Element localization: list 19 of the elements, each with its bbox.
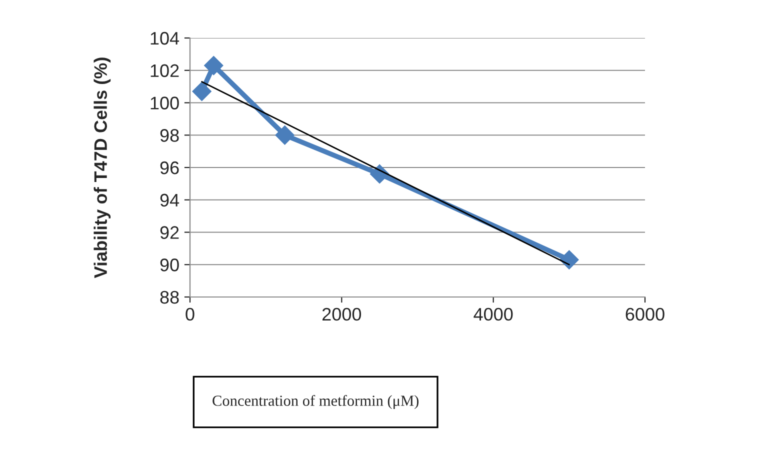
x-tick-label: 0	[186, 308, 194, 321]
y-tick-label: 98	[160, 129, 179, 142]
y-axis-title: Viability of T47D Cells (%)	[94, 58, 111, 278]
x-axis-title: Concentration of metformin (μM)	[212, 394, 419, 410]
y-tick-label: 104	[150, 32, 180, 45]
y-tick-label: 94	[160, 194, 180, 207]
y-tick-label: 90	[160, 258, 179, 272]
y-tick-label: 96	[160, 161, 179, 174]
y-tick-label: 88	[160, 290, 179, 304]
x-tick-label: 4000	[474, 308, 513, 321]
y-tick-label: 100	[150, 96, 179, 110]
point	[204, 56, 224, 76]
point	[275, 126, 294, 145]
x-tick-label: 2000	[322, 308, 362, 321]
x-tick-label: 6000	[626, 308, 664, 321]
point	[192, 82, 212, 101]
y-tick-label: 102	[150, 64, 179, 78]
point	[560, 250, 579, 270]
y-tick-label: 92	[160, 226, 179, 239]
